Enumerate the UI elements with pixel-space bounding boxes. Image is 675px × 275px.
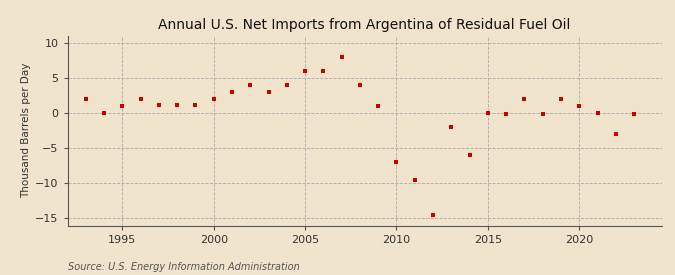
Point <box>373 104 383 108</box>
Point <box>483 111 493 115</box>
Point <box>574 104 585 108</box>
Point <box>171 103 182 108</box>
Point <box>391 160 402 164</box>
Point <box>537 112 548 117</box>
Point <box>263 90 274 94</box>
Point <box>519 97 530 101</box>
Point <box>610 132 621 136</box>
Point <box>300 69 310 73</box>
Point <box>80 97 91 101</box>
Point <box>428 213 439 217</box>
Point <box>318 69 329 73</box>
Point <box>336 55 347 59</box>
Point <box>135 97 146 101</box>
Point <box>354 83 365 87</box>
Point <box>628 112 639 117</box>
Point <box>190 103 201 108</box>
Y-axis label: Thousand Barrels per Day: Thousand Barrels per Day <box>21 63 31 198</box>
Point <box>245 83 256 87</box>
Point <box>227 90 238 94</box>
Point <box>153 103 164 108</box>
Title: Annual U.S. Net Imports from Argentina of Residual Fuel Oil: Annual U.S. Net Imports from Argentina o… <box>159 18 570 32</box>
Point <box>556 97 566 101</box>
Point <box>464 153 475 157</box>
Point <box>281 83 292 87</box>
Point <box>501 112 512 117</box>
Point <box>99 111 109 115</box>
Point <box>117 104 128 108</box>
Point <box>446 125 457 129</box>
Point <box>409 178 420 182</box>
Text: Source: U.S. Energy Information Administration: Source: U.S. Energy Information Administ… <box>68 262 299 272</box>
Point <box>209 97 219 101</box>
Point <box>592 111 603 115</box>
